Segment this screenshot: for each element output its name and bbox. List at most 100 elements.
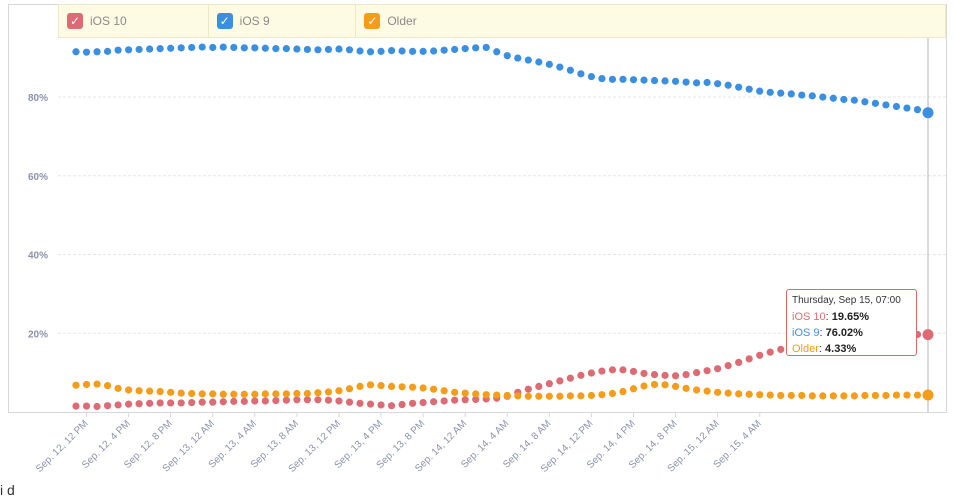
data-point[interactable] [261, 44, 269, 52]
data-point[interactable] [598, 391, 606, 399]
data-point[interactable] [503, 391, 511, 400]
data-point[interactable] [903, 391, 911, 399]
data-point[interactable] [703, 387, 711, 395]
data-point[interactable] [177, 44, 185, 52]
data-point[interactable] [514, 392, 522, 400]
data-point[interactable] [913, 391, 922, 399]
data-point[interactable] [819, 392, 827, 400]
data-point[interactable] [461, 389, 469, 397]
data-point[interactable] [808, 392, 816, 400]
data-point[interactable] [766, 391, 774, 399]
data-point[interactable] [608, 366, 617, 374]
data-point[interactable] [850, 392, 858, 400]
data-point[interactable] [724, 389, 732, 397]
data-point[interactable] [282, 396, 290, 404]
checkbox-older-icon[interactable]: ✓ [364, 13, 381, 29]
data-point[interactable] [177, 389, 185, 397]
data-point[interactable] [124, 386, 133, 394]
data-point[interactable] [387, 382, 396, 391]
checkbox-ios9-icon[interactable]: ✓ [216, 13, 233, 29]
data-point[interactable] [819, 93, 827, 101]
data-point[interactable] [472, 44, 480, 52]
data-point[interactable] [324, 45, 333, 54]
data-point[interactable] [324, 388, 333, 396]
data-point[interactable] [566, 66, 574, 74]
data-point[interactable] [135, 400, 143, 408]
data-point[interactable] [745, 85, 753, 93]
data-point[interactable] [272, 45, 280, 53]
data-point[interactable] [777, 345, 785, 354]
data-point[interactable] [608, 389, 617, 398]
data-point[interactable] [366, 48, 375, 56]
data-point[interactable] [524, 385, 532, 393]
data-point[interactable] [682, 371, 690, 379]
data-point[interactable] [703, 78, 711, 87]
data-point[interactable] [419, 47, 427, 55]
data-point[interactable] [566, 392, 574, 400]
data-point[interactable] [756, 351, 764, 359]
data-point[interactable] [922, 107, 934, 119]
data-point[interactable] [735, 390, 743, 398]
data-point[interactable] [188, 398, 196, 407]
data-point[interactable] [808, 92, 816, 100]
data-point[interactable] [345, 385, 354, 393]
data-point[interactable] [556, 392, 564, 400]
data-point[interactable] [629, 76, 638, 84]
data-point[interactable] [440, 46, 448, 54]
data-point[interactable] [545, 392, 553, 400]
data-point[interactable] [608, 75, 617, 83]
data-point[interactable] [103, 47, 112, 55]
data-point[interactable] [545, 380, 553, 388]
data-point[interactable] [293, 396, 301, 404]
data-point[interactable] [303, 45, 312, 54]
data-point[interactable] [293, 45, 301, 53]
data-point[interactable] [692, 79, 701, 87]
data-point[interactable] [282, 45, 290, 53]
data-point[interactable] [756, 87, 764, 95]
data-point[interactable] [629, 385, 638, 393]
data-point[interactable] [545, 60, 553, 68]
data-point[interactable] [482, 43, 490, 52]
data-point[interactable] [692, 386, 701, 394]
data-point[interactable] [861, 98, 869, 106]
data-point[interactable] [556, 377, 564, 385]
data-point[interactable] [577, 392, 585, 400]
data-point[interactable] [198, 398, 206, 406]
data-point[interactable] [314, 389, 322, 397]
legend-item-ios9[interactable]: ✓ iOS 9 [209, 5, 357, 37]
data-point[interactable] [577, 70, 585, 78]
data-point[interactable] [72, 48, 80, 56]
data-point[interactable] [114, 401, 122, 409]
data-point[interactable] [188, 389, 196, 398]
data-point[interactable] [524, 392, 532, 400]
data-point[interactable] [335, 397, 343, 405]
data-point[interactable] [398, 400, 406, 409]
data-point[interactable] [619, 75, 627, 83]
data-point[interactable] [430, 398, 438, 406]
data-point[interactable] [240, 390, 248, 398]
data-point[interactable] [503, 52, 511, 60]
data-point[interactable] [345, 46, 354, 54]
data-point[interactable] [472, 390, 480, 398]
data-point[interactable] [314, 46, 322, 54]
checkbox-ios10-icon[interactable]: ✓ [67, 13, 83, 29]
data-point[interactable] [324, 396, 333, 404]
data-point[interactable] [198, 43, 206, 51]
data-point[interactable] [871, 99, 880, 107]
data-point[interactable] [493, 48, 501, 56]
data-point[interactable] [272, 390, 280, 398]
data-point[interactable] [430, 47, 438, 55]
data-point[interactable] [714, 80, 722, 88]
data-point[interactable] [124, 46, 133, 54]
data-point[interactable] [850, 96, 858, 104]
data-point[interactable] [156, 45, 164, 53]
data-point[interactable] [461, 396, 469, 404]
legend-item-older[interactable]: ✓ Older [356, 5, 945, 37]
data-point[interactable] [303, 389, 312, 398]
data-point[interactable] [146, 45, 154, 53]
data-point[interactable] [430, 385, 438, 393]
data-point[interactable] [314, 396, 322, 404]
data-point[interactable] [345, 398, 354, 406]
data-point[interactable] [93, 48, 101, 56]
data-point[interactable] [451, 45, 459, 54]
